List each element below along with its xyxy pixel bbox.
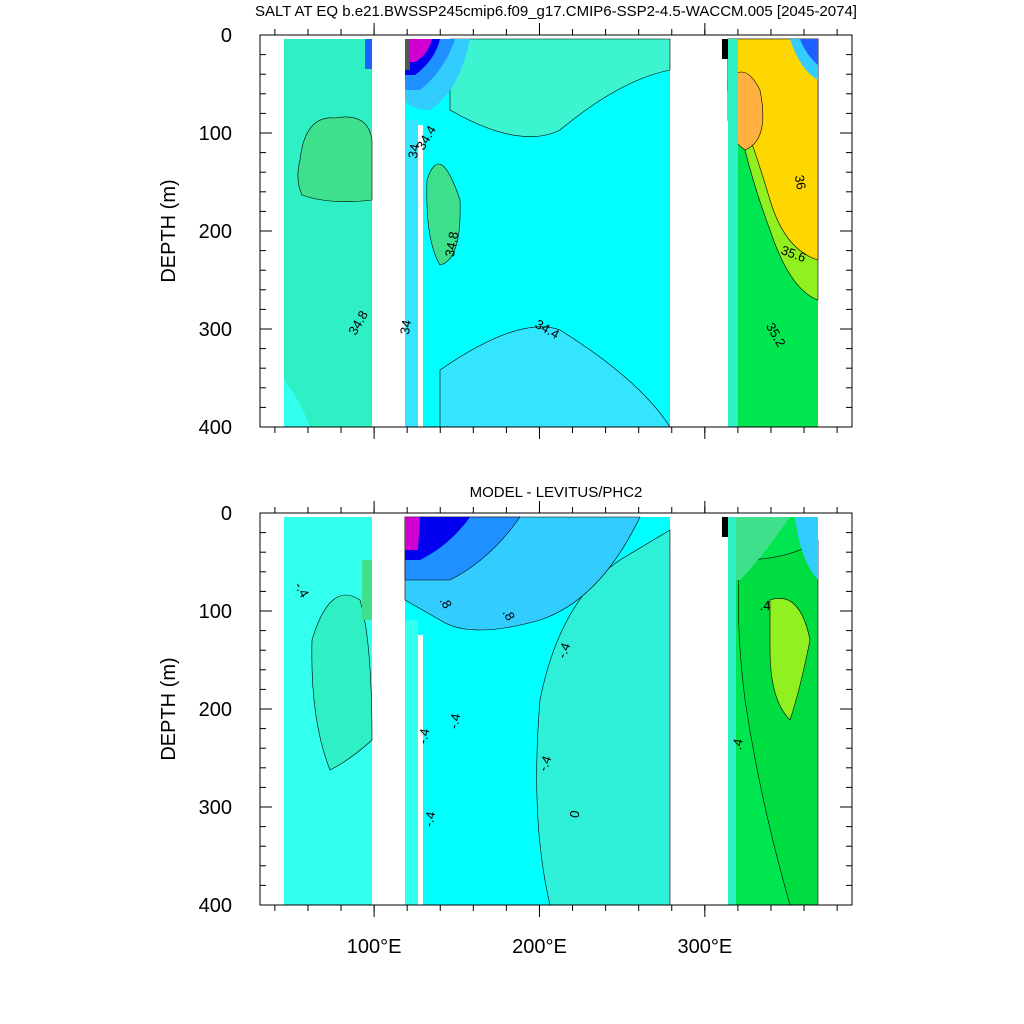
y-tick-label: 400 (199, 417, 232, 439)
y-tick-label: 200 (199, 699, 232, 721)
x-tick-label: 100°E (347, 936, 402, 958)
y-axis-label: DEPTH (m) (158, 179, 180, 282)
contour-label: 34 (405, 143, 422, 160)
contour-label: .4 (760, 598, 771, 613)
contour-label: -.4 (446, 712, 463, 730)
y-tick-label: 300 (199, 797, 232, 819)
y-tick-label: 0 (221, 25, 232, 47)
contour-label: 34.8 (442, 230, 461, 258)
y-tick-label: 300 (199, 319, 232, 341)
contour-fill (284, 516, 819, 905)
y-tick-label: 100 (199, 601, 232, 623)
x-tick-label: 200°E (512, 936, 567, 958)
x-tick-label: 300°E (677, 936, 732, 958)
contour-fill (284, 38, 819, 427)
contour-label: 0 (567, 809, 583, 819)
chart-title: SALT AT EQ b.e21.BWSSP245cmip6.f09_g17.C… (255, 3, 857, 20)
contour-label: -.4 (535, 754, 554, 773)
y-tick-label: 0 (221, 503, 232, 525)
y-tick-label: 100 (199, 123, 232, 145)
contour-label: -.4 (554, 641, 573, 660)
chart-title: MODEL - LEVITUS/PHC2 (470, 484, 643, 501)
contour-label: 34 (397, 319, 414, 336)
y-tick-label: 400 (199, 895, 232, 917)
contour-label: -.4 (292, 579, 313, 600)
contour-label: -.4 (421, 810, 438, 828)
contour-label: -.4 (415, 727, 432, 745)
y-tick-label: 200 (199, 221, 232, 243)
contour-label: 36 (792, 174, 809, 191)
y-axis-label: DEPTH (m) (158, 657, 180, 760)
contour-label: .4 (729, 738, 746, 751)
